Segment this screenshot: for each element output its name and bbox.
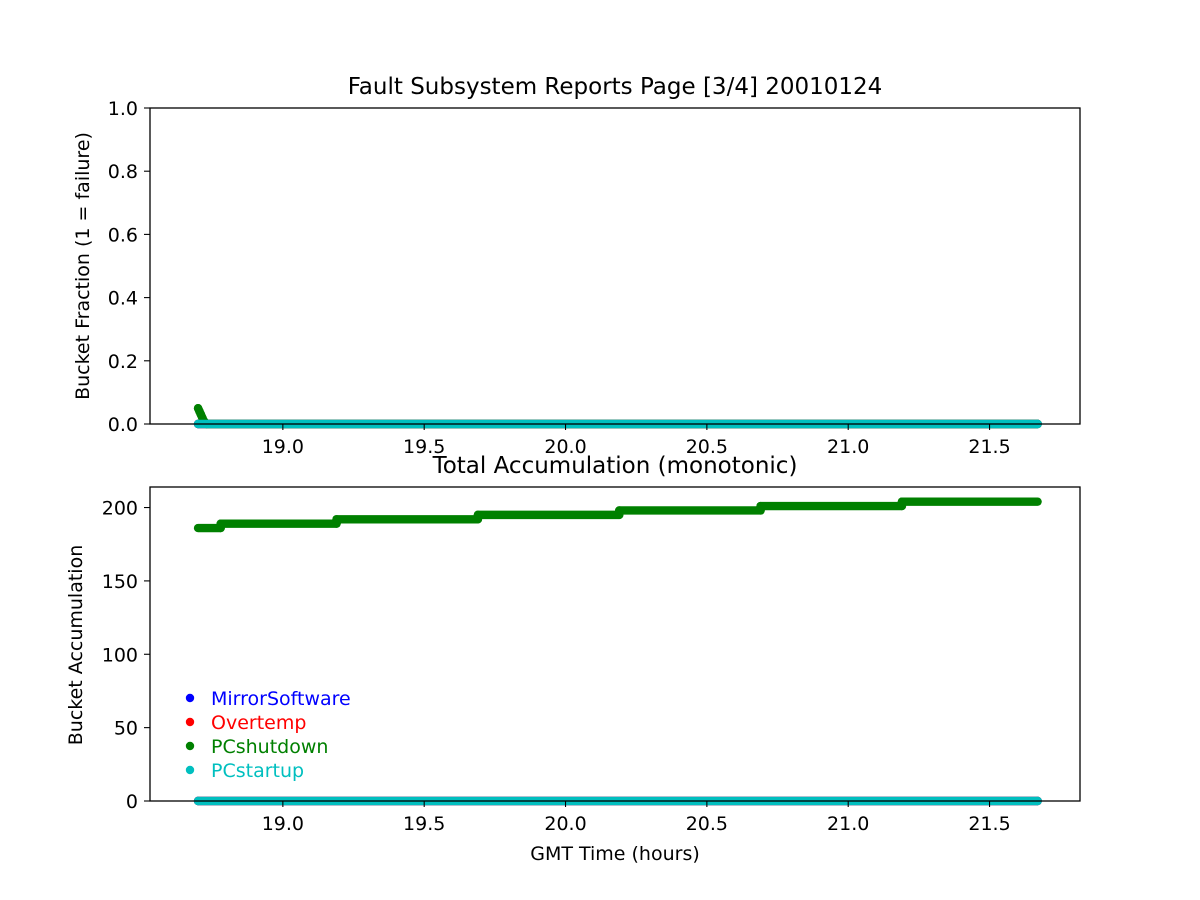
accumulation-x-tick-label: 20.5 [686,813,728,835]
legend-marker-overtemp [185,717,195,727]
accumulation-chart-title: Total Accumulation (monotonic) [432,453,798,479]
accumulation-x-tick-label: 21.0 [827,813,869,835]
accumulation-y-axis-label: Bucket Accumulation [65,545,87,746]
fraction-y-tick-label: 0.8 [108,161,138,183]
legend-label-overtemp: Overtemp [211,712,306,734]
fraction-y-tick-label: 0.6 [108,224,138,246]
legend-marker-pcstartup [185,765,195,775]
fraction-y-tick-label: 0.0 [108,414,138,436]
fraction-x-tick-label: 20.0 [544,436,586,458]
fraction-y-tick-label: 0.4 [108,288,138,310]
fraction-y-tick-label: 1.0 [108,98,138,120]
fraction-x-tick-label: 21.0 [827,436,869,458]
accumulation-x-axis-label: GMT Time (hours) [530,843,700,865]
accumulation-x-tick-label: 19.0 [262,813,304,835]
legend: MirrorSoftwareOvertempPCshutdownPCstartu… [185,688,351,782]
accumulation-y-tick-label: 0 [126,791,138,813]
fraction-x-tick-label: 19.5 [403,436,445,458]
legend-label-mirrorsoftware: MirrorSoftware [211,688,351,710]
legend-label-pcstartup: PCstartup [211,760,304,782]
legend-marker-mirrorsoftware [185,693,195,703]
accumulation-y-tick-label: 100 [102,644,138,666]
accumulation-x-tick-label: 19.5 [403,813,445,835]
accumulation-axis-ticks: 19.0 19.5 20.0 20.5 21.0 21.5 0 50 100 150 200 [102,498,1011,835]
fraction-axes-frame [149,107,1081,425]
fraction-y-tick-label: 0.2 [108,351,138,373]
accumulation-y-tick-label: 200 [102,498,138,520]
accumulation-panel: Total Accumulation (monotonic) Bucket Ac… [65,453,1081,865]
fraction-y-axis-label: Bucket Fraction (1 = failure) [72,132,94,400]
fraction-x-tick-label: 21.5 [968,436,1010,458]
fraction-axis-ticks: 19.0 19.5 20.0 20.5 21.0 21.5 0.0 0.2 0.4 0.6 0.8 1… [108,98,1011,458]
fraction-chart-title: Fault Subsystem Reports Page [3/4] 20010… [348,74,883,100]
accumulation-x-tick-label: 20.0 [544,813,586,835]
accumulation-series-pcshutdown [193,497,1042,533]
fraction-x-tick-label: 20.5 [686,436,728,458]
accumulation-y-tick-label: 50 [114,718,138,740]
fraction-panel: Fault Subsystem Reports Page [3/4] 20010… [72,74,1081,458]
legend-label-pcshutdown: PCshutdown [211,736,328,758]
legend-marker-pcshutdown [185,741,195,751]
accumulation-y-tick-label: 150 [102,571,138,593]
fraction-x-tick-label: 19.0 [262,436,304,458]
accumulation-x-tick-label: 21.5 [968,813,1010,835]
accumulation-axes-frame [149,486,1081,802]
